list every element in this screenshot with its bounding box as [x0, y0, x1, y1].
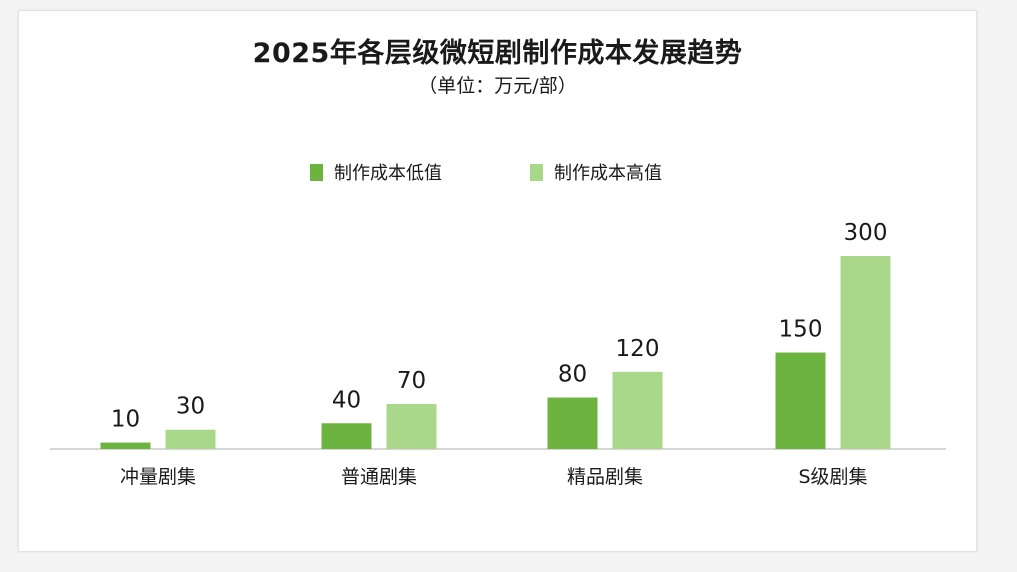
- data-label-low-2: 80: [558, 362, 587, 388]
- category-label-0: 冲量剧集: [120, 466, 196, 488]
- data-label-high-2: 120: [616, 336, 660, 362]
- data-label-low-0: 10: [111, 407, 140, 433]
- bar-low-1: [321, 423, 372, 449]
- bar-high-1: [386, 403, 437, 449]
- category-label-3: S级剧集: [798, 466, 867, 488]
- legend-swatch-0: [310, 164, 323, 181]
- chart-card: 2025年各层级微短剧制作成本发展趋势 （单位：万元/部）: [18, 10, 977, 552]
- bar-low-2: [547, 397, 598, 449]
- chart-subtitle: （单位：万元/部）: [418, 75, 577, 97]
- bar-high-3: [840, 256, 891, 449]
- legend-label-1: 制作成本高值: [554, 163, 662, 184]
- data-label-high-1: 70: [397, 368, 426, 394]
- category-label-1: 普通剧集: [341, 466, 417, 488]
- bar-high-0: [165, 429, 216, 449]
- data-label-high-0: 30: [176, 394, 205, 420]
- bar-low-3: [775, 352, 826, 449]
- data-label-high-3: 300: [844, 220, 888, 246]
- bar-high-2: [612, 371, 663, 449]
- legend-swatch-1: [530, 164, 543, 181]
- chart-title: 2025年各层级微短剧制作成本发展趋势: [252, 38, 743, 69]
- legend-label-0: 制作成本低值: [334, 163, 442, 184]
- category-label-2: 精品剧集: [567, 466, 643, 488]
- data-label-low-1: 40: [332, 387, 361, 413]
- bar-low-0: [100, 442, 151, 449]
- data-label-low-3: 150: [779, 317, 823, 343]
